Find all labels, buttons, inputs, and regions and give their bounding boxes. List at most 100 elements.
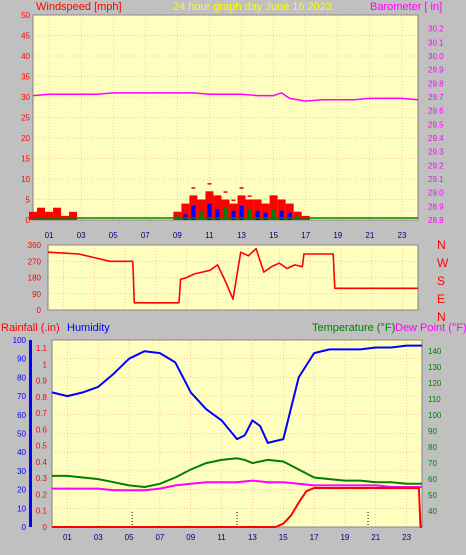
direction-tick: 180 bbox=[28, 274, 42, 283]
header-left: Windspeed [mph] bbox=[36, 1, 122, 13]
compass-label: N bbox=[437, 310, 446, 324]
direction-tick: 270 bbox=[28, 257, 42, 266]
humidity-line bbox=[51, 344, 422, 444]
gust-bar bbox=[263, 212, 268, 220]
temperature-tick: 140 bbox=[428, 347, 442, 356]
wind-bar bbox=[69, 211, 78, 220]
humidity-tick: 0 bbox=[22, 523, 27, 532]
barometer-tick: 29.7 bbox=[428, 93, 444, 102]
barometer-tick: 29.8 bbox=[428, 79, 444, 88]
wind-bar bbox=[28, 211, 38, 220]
x-tick-bottom: 17 bbox=[310, 533, 319, 542]
compass-label: N bbox=[437, 238, 446, 252]
barometer-tick: 29.3 bbox=[428, 148, 444, 157]
x-tick-bottom: 01 bbox=[63, 533, 72, 542]
temperature-tick: 80 bbox=[428, 443, 437, 452]
gust-mark bbox=[199, 199, 204, 201]
gust-bar bbox=[215, 208, 220, 220]
barometer-tick: 29.6 bbox=[428, 107, 444, 116]
humidity-tick: 40 bbox=[17, 448, 26, 457]
gust-mark bbox=[183, 207, 188, 210]
temperature-tick: 100 bbox=[428, 411, 442, 420]
wind-bar bbox=[293, 211, 302, 220]
gust-mark bbox=[263, 203, 268, 206]
compass-label: S bbox=[437, 274, 445, 288]
wind-bar bbox=[197, 199, 206, 220]
wind-bar bbox=[277, 199, 286, 220]
rainfall-tick: 1 bbox=[43, 360, 48, 369]
humidity-tick: 70 bbox=[17, 392, 26, 401]
compass-label: W bbox=[437, 256, 449, 270]
windspeed-tick: 15 bbox=[21, 155, 30, 164]
rainfall-tick: 0.9 bbox=[36, 377, 48, 386]
gust-mark bbox=[215, 195, 220, 197]
humidity-gauge bbox=[29, 340, 32, 527]
barometer-tick: 30.2 bbox=[428, 25, 444, 34]
x-tick-bottom: 19 bbox=[340, 533, 349, 542]
temperature-tick: 120 bbox=[428, 379, 442, 388]
x-tick-bottom: 23 bbox=[402, 533, 411, 542]
gust-mark bbox=[231, 199, 236, 201]
barometer-tick: 28.9 bbox=[428, 202, 444, 211]
windspeed-tick: 45 bbox=[21, 32, 30, 41]
humidity-axis-label: Humidity bbox=[67, 322, 110, 334]
x-tick-bottom: 15 bbox=[279, 533, 288, 542]
gust-bar bbox=[239, 205, 244, 220]
humidity-tick: 20 bbox=[17, 486, 26, 495]
gust-bar bbox=[287, 212, 292, 220]
temperature-tick: 90 bbox=[428, 427, 437, 436]
gust-mark bbox=[271, 195, 276, 197]
gust-mark bbox=[207, 183, 212, 185]
wind-bar bbox=[261, 203, 270, 220]
rainfall-tick: 0.7 bbox=[36, 409, 48, 418]
gust-mark bbox=[191, 187, 196, 189]
x-tick-bottom: 03 bbox=[94, 533, 103, 542]
gust-mark bbox=[239, 187, 244, 189]
gust-bar bbox=[207, 203, 212, 220]
x-tick-top: 15 bbox=[269, 231, 278, 240]
wind-direction-plot-area bbox=[47, 244, 419, 311]
humidity-tick: 10 bbox=[17, 504, 26, 513]
temp-axis-label: Temperature (°F) bbox=[312, 322, 395, 334]
x-tick-top: 05 bbox=[109, 231, 118, 240]
gust-mark bbox=[223, 191, 228, 193]
gust-bar bbox=[255, 210, 260, 220]
rainfall-tick: 1.1 bbox=[36, 344, 48, 353]
x-tick-top: 07 bbox=[141, 231, 150, 240]
humidity-tick: 90 bbox=[17, 355, 26, 364]
gust-bar bbox=[247, 208, 252, 220]
humidity-tick: 30 bbox=[17, 467, 26, 476]
direction-tick: 90 bbox=[32, 290, 41, 299]
gust-mark bbox=[247, 195, 252, 197]
barometer-line bbox=[32, 92, 419, 102]
barometer-tick: 29.9 bbox=[428, 66, 444, 75]
wind-bar bbox=[173, 211, 182, 220]
rainfall-tick: 0 bbox=[43, 523, 48, 532]
rainfall-tick: 0.2 bbox=[36, 490, 48, 499]
rainfall-tick: 0.4 bbox=[36, 458, 48, 467]
windspeed-tick: 35 bbox=[21, 73, 30, 82]
windspeed-tick: 20 bbox=[21, 134, 30, 143]
dewpoint-line bbox=[52, 479, 422, 492]
barometer-tick: 29.5 bbox=[428, 120, 444, 129]
barometer-tick: 29.0 bbox=[428, 189, 444, 198]
gust-bar bbox=[271, 208, 276, 220]
humidity-tick: 50 bbox=[17, 430, 26, 439]
rainfall-tick: 0.5 bbox=[36, 442, 48, 451]
windspeed-tick: 10 bbox=[21, 175, 30, 184]
humidity-tick: 80 bbox=[17, 373, 26, 382]
barometer-tick: 28.8 bbox=[428, 216, 444, 225]
x-tick-bottom: 09 bbox=[186, 533, 195, 542]
rainfall-tick: 0.6 bbox=[36, 425, 48, 434]
x-tick-top: 23 bbox=[398, 231, 407, 240]
x-tick-top: 17 bbox=[301, 231, 310, 240]
x-tick-top: 19 bbox=[333, 231, 342, 240]
windspeed-tick: 30 bbox=[21, 93, 30, 102]
rain-axis-label: Rainfall (.in) bbox=[1, 322, 60, 334]
wind-bar bbox=[53, 207, 62, 220]
temperature-tick: 40 bbox=[428, 507, 437, 516]
header-center: 24 hour graph day June 16 2023 bbox=[173, 1, 332, 13]
wind-bar bbox=[37, 207, 46, 220]
temperature-tick: 110 bbox=[428, 395, 441, 404]
